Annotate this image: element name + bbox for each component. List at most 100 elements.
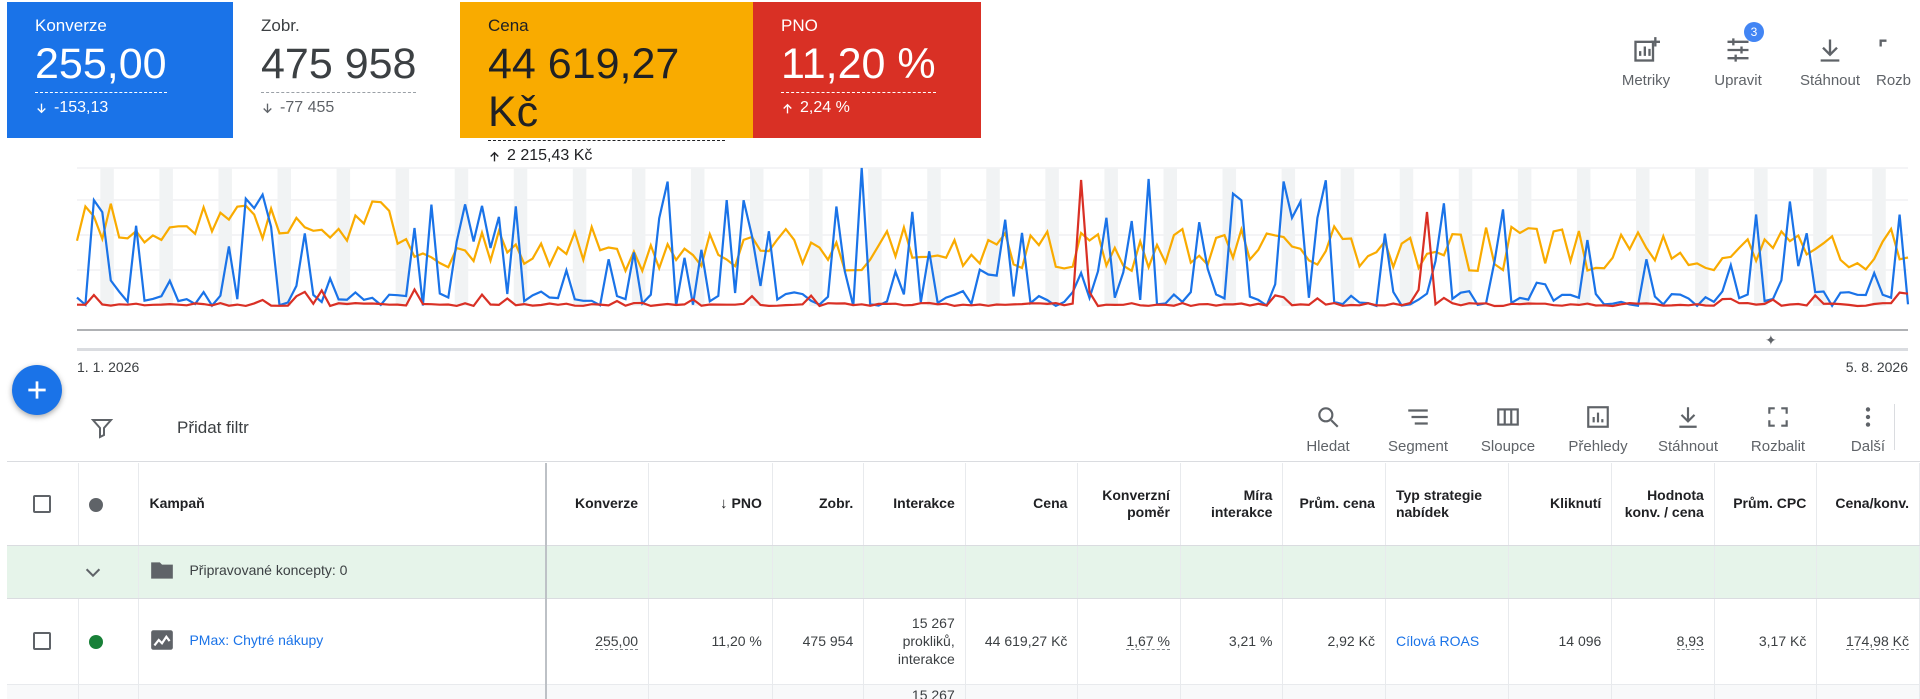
expand-button-top[interactable]: Rozb [1876, 36, 1920, 89]
header-bid-strategy[interactable]: Typ strategie nabídek [1385, 463, 1509, 546]
sort-desc-icon: ↓ [720, 495, 728, 513]
header-interactions[interactable]: Interakce [863, 463, 966, 546]
conv-value-cost-value[interactable]: 8,93 [1676, 633, 1704, 650]
arrow-down-icon [37, 103, 46, 113]
interactions-value: 15 267 [911, 615, 955, 631]
weekend-band [1104, 168, 1118, 306]
status-header[interactable] [78, 463, 140, 546]
weekend-band [1872, 168, 1886, 306]
header-conv-value-cost[interactable]: Hodnota konv. / cena [1611, 463, 1715, 546]
create-button[interactable] [12, 365, 62, 415]
metrics-button[interactable]: Metriky [1600, 36, 1692, 89]
weekend-band [1695, 168, 1709, 306]
interactions-cell: 15 267 prokliků, interakce [863, 598, 966, 685]
empty-cell [1077, 684, 1181, 699]
table-row[interactable]: PMax: Chytré nákupy 255,00 11,20 % 475 9… [7, 598, 1920, 685]
empty-cell [1282, 684, 1386, 699]
header-avg-cost[interactable]: Prům. cena [1282, 463, 1386, 546]
scorecard-delta: -153,13 [35, 99, 205, 117]
scorecard-pno[interactable]: PNO 11,20 % 2,24 % [753, 2, 981, 138]
segment-button[interactable]: Segment [1373, 404, 1463, 455]
scorecard-cost[interactable]: Cena 44 619,27 Kč 2 215,43 Kč [460, 2, 753, 164]
arrow-up-icon [490, 151, 499, 161]
expand-cell [7, 545, 140, 599]
header-cost[interactable]: Cena [965, 463, 1079, 546]
header-clicks[interactable]: Kliknutí [1508, 463, 1613, 546]
segment-label: Segment [1387, 438, 1449, 455]
expand-button[interactable]: Rozbalit [1733, 404, 1823, 455]
search-icon [1318, 407, 1339, 428]
avg-cpc-cell: 3,17 Kč [1714, 598, 1818, 685]
header-cost-conv[interactable]: Cena/konv. [1816, 463, 1920, 546]
header-conversions[interactable]: Konverze [546, 463, 650, 546]
weekend-band [1576, 168, 1591, 306]
campaign-table: Kampaň Konverze ↓ PNO Zobr. Interakce Cen… [7, 463, 1920, 699]
header-campaign[interactable]: Kampaň [138, 463, 548, 546]
header-conv-rate[interactable]: Konverzní poměr [1077, 463, 1181, 546]
row-status-cell[interactable] [78, 598, 140, 685]
chart-toolbar: Metriky 3 Upravit Stáhnout Rozb [1600, 22, 1920, 89]
pno-series-line [76, 179, 1909, 308]
empty-cell [546, 545, 650, 599]
conv-value-cost-cell: 8,93 [1611, 598, 1715, 685]
row-checkbox[interactable] [33, 632, 51, 651]
weekend-band [868, 168, 882, 306]
concept-label-wrap: Připravované koncepty: 0 [149, 557, 347, 583]
download-icon [1679, 407, 1697, 428]
search-label: Hledat [1306, 438, 1350, 455]
campaign-name-link[interactable]: PMax: Chytré nákupy [189, 631, 324, 648]
chevron-down-icon[interactable] [82, 561, 104, 583]
expand-label: Rozb [1876, 72, 1912, 89]
header-pno[interactable]: ↓ PNO [648, 463, 773, 546]
scorecard-label: Zobr. [261, 16, 300, 35]
concept-cell: Připravované koncepty: 0 [138, 545, 548, 599]
arrow-down-icon [263, 103, 272, 113]
scorecard-conversions[interactable]: Konverze 255,00 -153,13 [7, 2, 233, 138]
campaign-name-wrap: PMax: Chytré nákupy [149, 627, 323, 653]
reports-button[interactable]: Přehledy [1553, 404, 1643, 455]
download-button-top[interactable]: Stáhnout [1784, 36, 1876, 89]
conv-rate-cell: 1,67 % [1077, 598, 1181, 685]
conv-rate-value[interactable]: 1,67 % [1126, 633, 1170, 650]
interactions-type-2: interakce [897, 651, 955, 667]
weekend-band [1163, 168, 1177, 306]
columns-label: Sloupce [1480, 438, 1536, 455]
add-filter-button[interactable]: Přidat filtr [177, 418, 249, 437]
weekend-band [1045, 168, 1059, 306]
table-toolbar: Hledat Segment Sloupce Přehledy Stáhnout… [1283, 404, 1913, 455]
chart-range-slider[interactable] [77, 348, 1908, 351]
weekend-band [513, 168, 528, 306]
download-icon [1820, 39, 1840, 62]
download-button[interactable]: Stáhnout [1643, 404, 1733, 455]
empty-cell [1508, 684, 1613, 699]
header-interaction-rate[interactable]: Míra interakce [1180, 463, 1284, 546]
more-button[interactable]: Další [1823, 404, 1913, 455]
header-impressions[interactable]: Zobr. [772, 463, 865, 546]
scorecard-delta-value: 2,24 % [800, 99, 850, 116]
scorecard-impressions[interactable]: Zobr. 475 958 -77 455 [233, 2, 460, 138]
sparkle-icon[interactable]: ✦ [1765, 332, 1777, 348]
bid-strategy-link[interactable]: Cílová ROAS [1395, 633, 1480, 649]
segment-icon [1408, 409, 1428, 425]
conversions-cell: 255,00 [546, 598, 650, 685]
chart-start-date: 1. 1. 2026 [77, 359, 140, 375]
status-dot-icon [88, 497, 103, 512]
interaction-rate-cell: 3,21 % [1180, 598, 1284, 685]
interactions-cell: 15 267 [863, 684, 966, 699]
select-all-checkbox[interactable] [33, 494, 51, 513]
scorecard-label: Cena [488, 16, 529, 35]
expand-label: Rozbalit [1750, 438, 1806, 455]
toolbar-divider [1894, 404, 1895, 450]
empty-cell [1077, 545, 1181, 599]
conversions-value[interactable]: 255,00 [595, 633, 639, 650]
cost-conv-value[interactable]: 174,98 Kč [1845, 633, 1909, 650]
header-avg-cpc[interactable]: Prům. CPC [1714, 463, 1818, 546]
weekend-band [927, 168, 941, 306]
adjust-button[interactable]: 3 Upravit [1692, 22, 1784, 89]
weekend-band [1813, 168, 1827, 306]
empty-cell [772, 684, 865, 699]
avg-cost-cell: 2,92 Kč [1282, 598, 1386, 685]
search-button[interactable]: Hledat [1283, 404, 1373, 455]
columns-button[interactable]: Sloupce [1463, 404, 1553, 455]
filter-icon[interactable] [90, 416, 114, 440]
